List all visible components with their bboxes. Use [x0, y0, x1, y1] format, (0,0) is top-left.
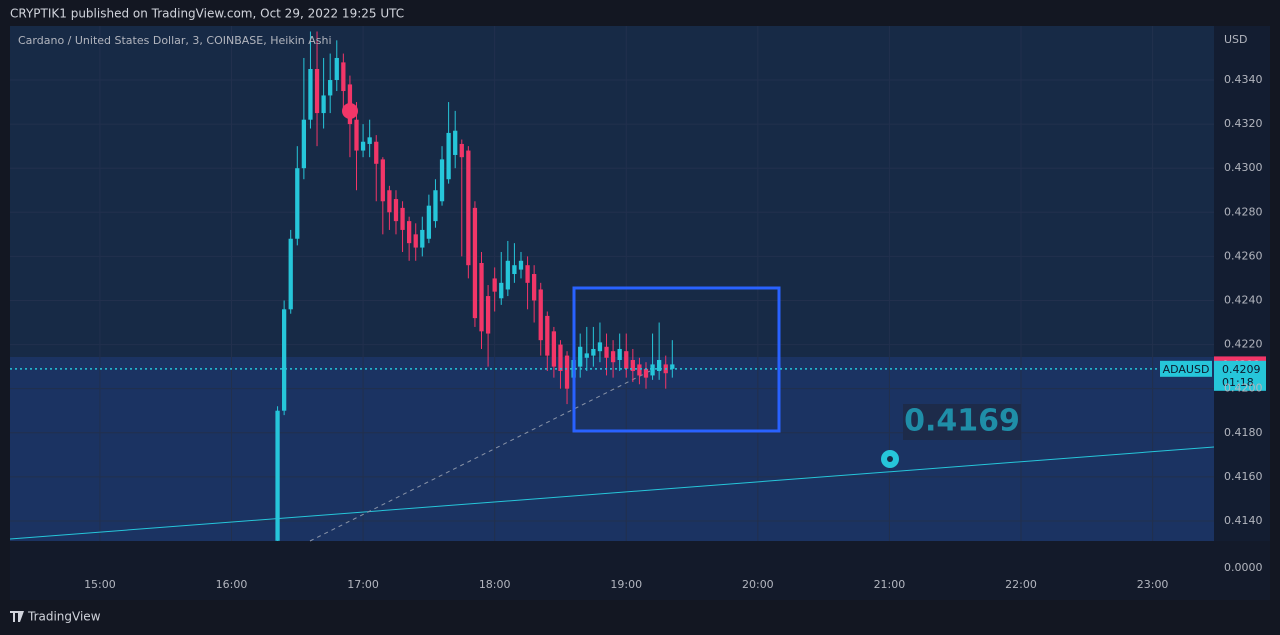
candle-body	[538, 289, 543, 341]
candle-body	[374, 141, 379, 164]
candle-body	[670, 364, 675, 369]
candle-body	[591, 348, 596, 356]
symbol-tag: ADAUSD	[1163, 363, 1210, 376]
candle-body	[499, 282, 504, 299]
candle-body	[420, 229, 425, 248]
trend-line	[9, 446, 1215, 540]
x-tick-label: 17:00	[347, 578, 379, 591]
price-tag-bg	[1214, 360, 1266, 391]
x-tick-label: 16:00	[216, 578, 248, 591]
candle-body	[387, 190, 392, 213]
price-tag: 0.4209	[1222, 363, 1261, 376]
candle-body	[617, 348, 622, 361]
candle-body	[407, 221, 412, 244]
candle-body	[413, 234, 418, 248]
candle-body	[472, 207, 478, 319]
candle-body	[584, 353, 589, 358]
x-tick-label: 22:00	[1005, 578, 1037, 591]
y-tick-label: 0.4340	[1224, 73, 1263, 86]
candle-body	[301, 119, 307, 169]
candle-body	[643, 368, 649, 378]
candle-body	[439, 159, 445, 202]
y-tick-label: 0.4320	[1224, 117, 1263, 130]
candle-body	[393, 199, 399, 222]
candle-body	[657, 360, 662, 372]
candle-body	[433, 190, 438, 222]
candle-body	[610, 351, 616, 363]
candle-body	[453, 130, 458, 155]
candle-body	[314, 68, 320, 114]
candle-body	[308, 68, 313, 120]
candle-body	[400, 207, 405, 230]
y-tick-label: 0.4240	[1224, 293, 1263, 306]
price-axis	[1214, 26, 1270, 541]
candle-body	[354, 119, 359, 151]
symbol-title: Cardano / United States Dollar, 3, COINB…	[18, 34, 332, 47]
candle-body	[512, 265, 517, 275]
currency: USD	[1224, 33, 1248, 46]
y-tick-label: 0.4180	[1224, 426, 1263, 439]
x-tick-label: 21:00	[874, 578, 906, 591]
candle-body	[637, 364, 642, 376]
candle-body	[459, 143, 464, 158]
candle-body	[281, 309, 287, 411]
candle-body	[485, 296, 491, 334]
candle-body	[518, 260, 524, 270]
x-tick-label: 19:00	[610, 578, 642, 591]
candle-body	[360, 141, 366, 151]
symbol-tag-bg	[1160, 360, 1212, 377]
y-tick-label: 0.4200	[1224, 382, 1263, 395]
candle-body	[328, 80, 333, 96]
candle-body	[564, 355, 570, 389]
candle-body	[597, 342, 603, 352]
x-tick-label: 18:00	[479, 578, 511, 591]
x-tick-label: 23:00	[1137, 578, 1169, 591]
candle-body	[479, 262, 484, 332]
candle-body	[295, 168, 300, 239]
box-drawing	[572, 286, 781, 433]
candle-body	[321, 95, 326, 114]
candle-body	[466, 150, 471, 266]
highlight-zone	[10, 357, 1214, 541]
candle-body	[551, 331, 557, 367]
time-axis	[10, 541, 1270, 600]
logo	[10, 611, 24, 622]
candle-body	[367, 137, 372, 144]
y-tick-label: 0.4140	[1224, 514, 1263, 527]
candle-body	[341, 62, 346, 92]
y-tick-label: 0.4300	[1224, 161, 1263, 174]
signal-dot	[342, 103, 358, 119]
y-tick-label: 0.4260	[1224, 249, 1263, 262]
candle-body	[525, 265, 530, 283]
header: CRYPTIK1 published on TradingView.com, O…	[10, 7, 404, 21]
y-tick-label: 0.4280	[1224, 205, 1263, 218]
x-tick-label: 20:00	[742, 578, 774, 591]
candle-body	[604, 346, 609, 358]
candle-body	[380, 159, 385, 202]
annotation-bg	[903, 404, 1021, 440]
alert-icon-core	[887, 456, 893, 462]
candle-body	[288, 238, 293, 310]
candle-body	[446, 132, 451, 180]
candle-body	[426, 205, 432, 239]
candle-body	[275, 410, 280, 541]
candle-body	[650, 364, 655, 376]
annotation: 0.4169	[904, 404, 1020, 439]
candle-body	[558, 344, 563, 372]
footer: TradingView	[27, 610, 101, 624]
candle-body	[545, 315, 550, 356]
candle-body	[334, 57, 339, 81]
countdown: 01:18	[1222, 376, 1254, 389]
bottom-scale-label: 0.0000	[1224, 561, 1263, 574]
y-tick-label: 0.4220	[1224, 338, 1263, 351]
candle-body	[630, 360, 635, 372]
candle-body	[624, 351, 629, 369]
candle-body	[505, 260, 510, 290]
y-tick-label: 0.4160	[1224, 470, 1263, 483]
candle-body	[532, 274, 537, 301]
candle-body	[492, 278, 497, 292]
x-tick-label: 15:00	[84, 578, 116, 591]
candle-body	[578, 346, 583, 367]
